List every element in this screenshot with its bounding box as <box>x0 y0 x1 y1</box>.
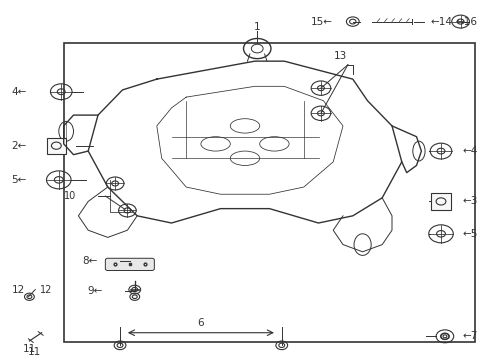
Text: ←4: ←4 <box>463 146 478 156</box>
Text: 12: 12 <box>40 284 52 294</box>
Text: 1: 1 <box>254 22 261 32</box>
Text: 8←: 8← <box>83 256 98 266</box>
Text: 4←: 4← <box>12 87 27 97</box>
FancyBboxPatch shape <box>105 258 154 270</box>
Text: ←7: ←7 <box>463 331 478 341</box>
Text: 12: 12 <box>12 284 25 294</box>
Text: 10: 10 <box>64 191 76 201</box>
Text: 6: 6 <box>197 318 204 328</box>
Text: 11: 11 <box>23 344 36 354</box>
Text: 2←: 2← <box>12 141 27 151</box>
Text: ←14: ←14 <box>430 17 452 27</box>
Text: ←5: ←5 <box>463 229 478 239</box>
Text: ←3: ←3 <box>463 197 478 206</box>
FancyBboxPatch shape <box>431 193 451 210</box>
Text: 11: 11 <box>27 347 41 357</box>
FancyBboxPatch shape <box>47 138 66 154</box>
Text: 13: 13 <box>334 51 347 61</box>
Text: 9←: 9← <box>88 286 103 296</box>
Text: 15←: 15← <box>311 17 333 27</box>
Text: 5←: 5← <box>12 175 27 185</box>
Text: ←16: ←16 <box>456 17 478 27</box>
